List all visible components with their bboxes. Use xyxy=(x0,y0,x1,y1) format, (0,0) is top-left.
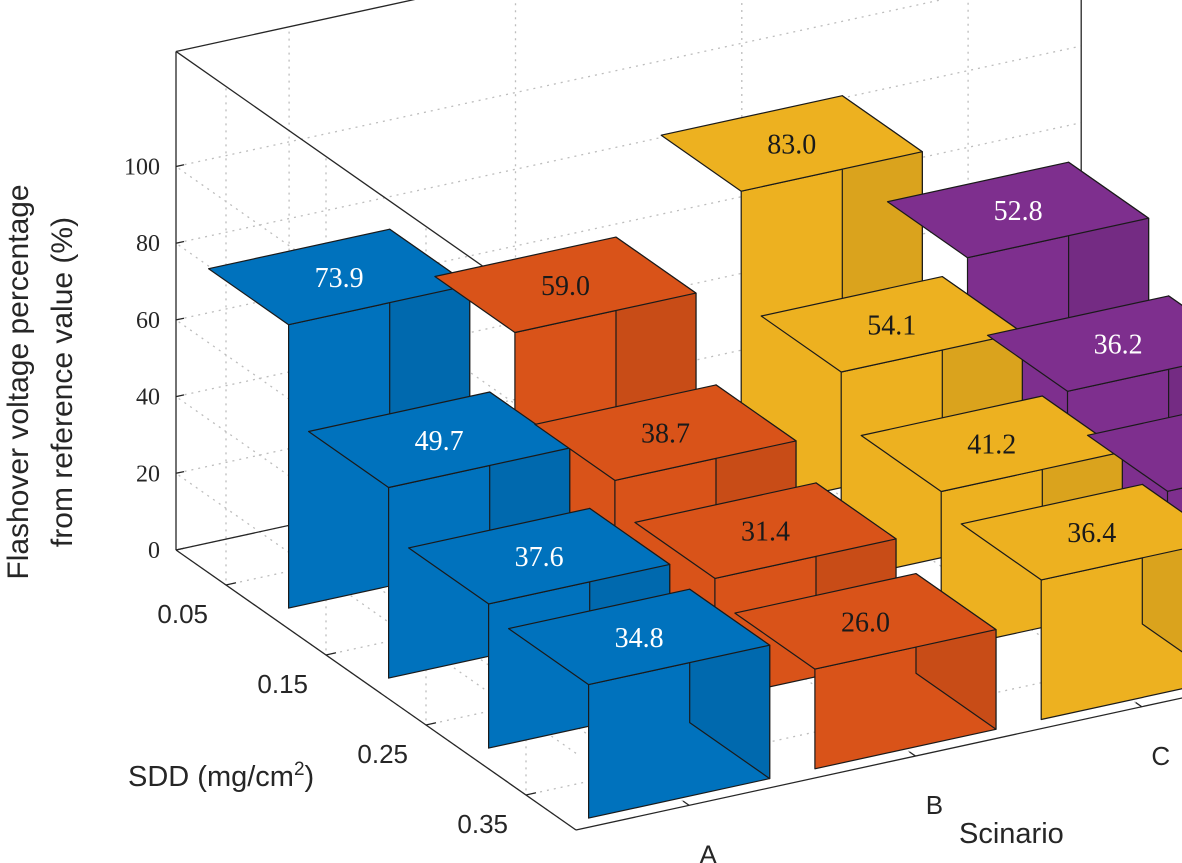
bar-value-label: 54.1 xyxy=(867,310,916,341)
bar-value-label: 36.2 xyxy=(1094,330,1143,361)
bar-value-label: 31.4 xyxy=(741,517,790,548)
z-axis-label-line2: from reference value (%) xyxy=(46,217,79,547)
bar-value-label: 36.4 xyxy=(1067,518,1116,549)
scenario-tick-label: B xyxy=(926,790,943,820)
bar-value-label: 37.6 xyxy=(515,542,564,573)
scenario-tick-label: C xyxy=(1151,741,1170,771)
bar-value-label: 41.2 xyxy=(967,430,1016,461)
z-tick-label: 40 xyxy=(136,385,160,411)
bar-C-0.35 xyxy=(960,483,1182,721)
scenario-tick xyxy=(909,751,916,757)
z-tick xyxy=(175,394,185,398)
sdd-tick xyxy=(525,792,537,796)
z-tick xyxy=(175,164,185,168)
z-tick-label: 80 xyxy=(136,231,160,257)
bar-value-label: 38.7 xyxy=(641,419,690,450)
axis-frame-line xyxy=(575,697,1182,831)
z-tick-label: 0 xyxy=(148,538,160,564)
z-axis-label-line1: Flashover voltage percentage xyxy=(2,184,35,579)
bar-top-face xyxy=(734,572,997,670)
z-tick xyxy=(175,240,185,244)
bar-value-label: 59.0 xyxy=(541,271,590,302)
sdd-tick-label: 0.25 xyxy=(357,739,408,769)
scenario-axis-label: Scinario xyxy=(959,818,1064,850)
scenario-tick-label: A xyxy=(699,839,717,863)
sdd-tick xyxy=(425,722,437,726)
z-tick xyxy=(175,547,185,551)
scenario-tick xyxy=(1135,702,1143,708)
bar-value-label: 52.8 xyxy=(994,196,1043,227)
sdd-tick xyxy=(225,582,237,586)
sdd-axis-label-suffix: ) xyxy=(305,761,315,793)
bar-top-face xyxy=(634,482,897,580)
z-tick-label: 100 xyxy=(124,155,160,181)
bar-A-0.35 xyxy=(508,588,771,819)
bar-top-face xyxy=(886,161,1150,259)
axis-frame-line xyxy=(175,549,577,831)
z-tick-label: 20 xyxy=(136,461,160,487)
sdd-tick-label: 0.15 xyxy=(257,669,308,699)
sdd-axis-label-prefix: SDD (mg/cm xyxy=(128,761,294,793)
z-tick xyxy=(175,317,185,321)
value-labels-layer: 73.9 59.0 49.7 83.0 38.7 37.6 52.8 54.1 31.4 34.8… xyxy=(315,129,1143,654)
scenario-tick xyxy=(682,800,690,806)
bar-top-face xyxy=(960,483,1182,581)
z-tick xyxy=(175,470,185,474)
bar-top-face xyxy=(408,507,671,605)
z-tick-label: 60 xyxy=(136,308,160,334)
bar-value-label: 83.0 xyxy=(767,129,816,160)
bar-value-label: 26.0 xyxy=(841,607,890,638)
bars-layer xyxy=(208,95,1182,819)
bar-value-label: 34.8 xyxy=(615,623,664,654)
scenario-gridline xyxy=(967,0,1182,529)
bar-top-face xyxy=(660,95,923,192)
bar-value-label: 49.7 xyxy=(415,426,464,457)
bar-value-label: 73.9 xyxy=(315,263,364,294)
sdd-axis-label: SDD (mg/cm2) xyxy=(128,759,314,793)
sdd-tick-label: 0.05 xyxy=(157,599,208,629)
bar-top-face xyxy=(434,236,697,334)
bar-top-face xyxy=(1086,414,1182,492)
sdd-tick-label: 0.35 xyxy=(457,809,508,839)
sdd-tick xyxy=(325,652,337,656)
bar-B-0.35 xyxy=(734,572,997,770)
axis-frame-line xyxy=(175,0,416,53)
bar-top-face xyxy=(534,384,797,481)
bar-top-face xyxy=(986,295,1182,392)
sdd-axis-label-superscript: 2 xyxy=(294,759,305,780)
bar-top-face xyxy=(508,588,771,686)
